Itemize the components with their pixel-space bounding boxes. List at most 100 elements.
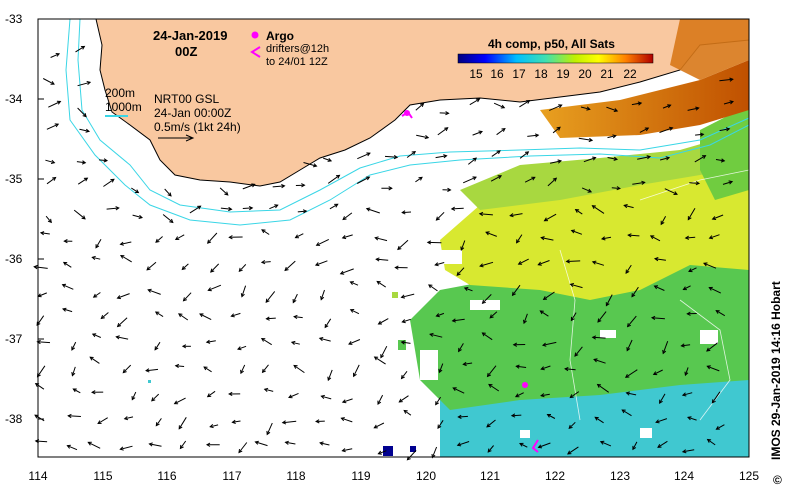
current-vector <box>122 364 132 373</box>
current-vector-head <box>284 266 289 272</box>
current-vector <box>116 336 129 340</box>
current-vector <box>48 101 61 108</box>
current-vector-head <box>569 394 574 399</box>
current-vector-head <box>475 98 481 103</box>
current-vector-head <box>131 396 136 401</box>
current-vector <box>155 311 164 318</box>
current-vector <box>723 101 734 105</box>
current-vector-head <box>261 368 266 374</box>
current-vector <box>210 424 219 428</box>
current-vector-head <box>660 220 665 226</box>
current-vector-head <box>687 216 692 221</box>
current-vector-head <box>637 101 643 106</box>
current-vector <box>429 333 443 338</box>
current-vector <box>262 364 269 373</box>
current-vector <box>594 416 604 424</box>
current-vector <box>650 235 661 242</box>
current-vector-head <box>146 266 151 271</box>
product-label-2: 24-Jan 00:00Z <box>154 106 231 120</box>
current-vector <box>703 262 717 269</box>
current-vector-head <box>393 154 399 160</box>
current-vector-head <box>652 371 658 376</box>
current-vector-head <box>380 354 385 359</box>
x-tick-label: 124 <box>674 469 694 483</box>
current-vector <box>240 364 246 374</box>
current-vector-head <box>314 262 320 267</box>
scale-arrow-head <box>185 134 195 142</box>
y-tick-label: -37 <box>5 332 23 346</box>
depth-label-1000m: 1000m <box>105 100 142 114</box>
current-vector <box>592 261 605 266</box>
current-vector-head <box>182 297 188 302</box>
current-vector <box>238 264 247 272</box>
current-vector-head <box>207 287 212 292</box>
colorbar-tick-label: 19 <box>556 67 570 81</box>
current-vector <box>207 232 218 244</box>
current-vector <box>75 45 85 53</box>
current-vector <box>73 388 81 394</box>
current-vector <box>625 264 632 274</box>
current-vector-head <box>228 391 233 397</box>
current-vector-head <box>540 236 545 241</box>
drifter-track <box>531 439 539 453</box>
current-vector-head <box>72 388 77 393</box>
current-vector-head <box>155 238 160 243</box>
current-vector-head <box>452 387 457 391</box>
current-vector <box>42 78 55 85</box>
current-vector-head <box>39 231 45 236</box>
x-tick-label: 119 <box>351 469 370 483</box>
current-vector-head <box>122 369 127 374</box>
current-vector <box>77 81 91 87</box>
current-vector <box>175 234 185 240</box>
current-vector-head <box>260 337 266 342</box>
current-vector-head <box>556 126 561 131</box>
current-vector-head <box>653 257 659 262</box>
current-vector <box>685 236 696 239</box>
current-vector-head <box>715 425 720 430</box>
current-vector-head <box>327 157 333 162</box>
sst-island <box>410 446 416 452</box>
current-vector <box>181 263 189 270</box>
current-vector <box>288 392 299 398</box>
current-vector-head <box>119 446 124 451</box>
current-vector-head <box>486 423 491 428</box>
current-vector <box>653 369 663 375</box>
current-vector <box>416 134 429 139</box>
current-vector-head <box>173 400 179 405</box>
current-vector <box>272 185 285 188</box>
current-vector-head <box>429 332 434 337</box>
current-vector <box>207 390 216 398</box>
current-vector-head <box>116 295 121 300</box>
cloud-gaps <box>420 250 718 438</box>
current-vector-head <box>373 424 378 429</box>
current-vector <box>295 233 304 239</box>
current-vector-head <box>115 335 120 340</box>
current-vector <box>348 339 361 345</box>
current-vector-head <box>485 231 490 236</box>
current-vector-head <box>729 100 734 105</box>
current-vector <box>435 155 447 159</box>
current-vector-head <box>265 298 270 304</box>
current-vector <box>578 137 593 141</box>
current-vector <box>662 104 671 109</box>
current-vector <box>547 414 556 419</box>
current-vector-head <box>481 332 486 337</box>
sst-island <box>148 380 151 383</box>
current-vector <box>694 155 706 163</box>
current-vector-head <box>377 400 382 406</box>
current-vector <box>117 293 130 299</box>
current-vector-head <box>515 364 520 369</box>
current-vector <box>71 341 77 351</box>
current-vector-head <box>210 268 215 273</box>
current-vector-head <box>597 318 602 323</box>
current-vector-head <box>334 203 339 208</box>
current-vector <box>600 441 612 447</box>
current-vector-head <box>315 242 321 246</box>
current-vector-head <box>725 127 731 132</box>
current-vector <box>178 417 187 430</box>
current-vector-head <box>373 356 379 361</box>
current-vector <box>350 309 360 315</box>
current-vector <box>469 98 480 106</box>
current-vector-head <box>284 440 289 445</box>
current-vector-head <box>240 369 244 375</box>
